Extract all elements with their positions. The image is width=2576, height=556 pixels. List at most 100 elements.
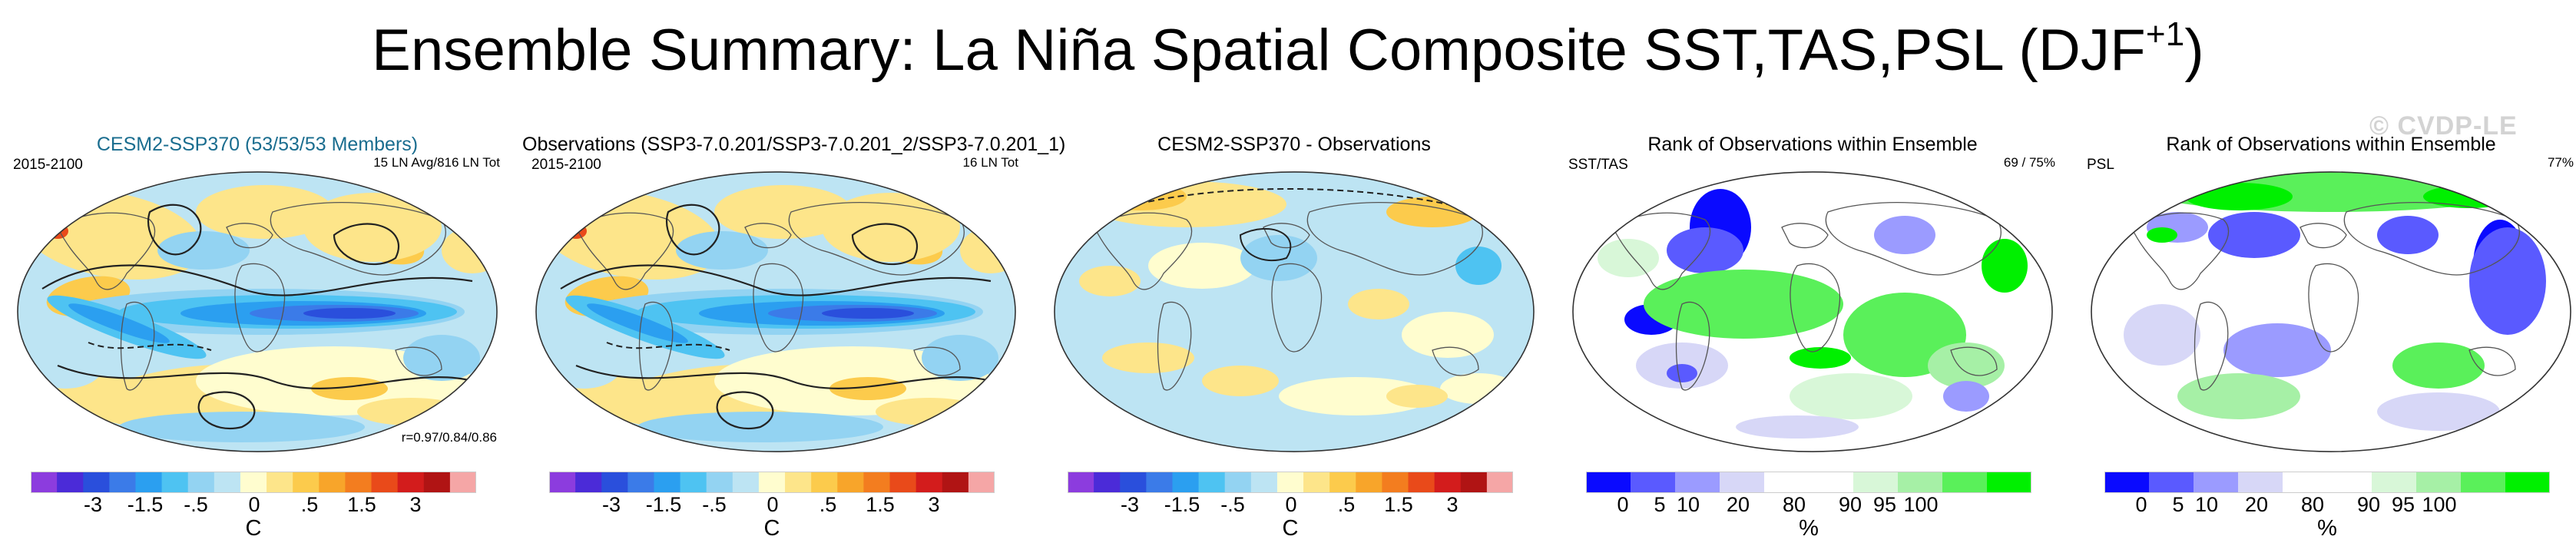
field-region xyxy=(2185,183,2293,210)
field-region xyxy=(2177,373,2300,419)
colorbar-swatch xyxy=(1460,472,1488,493)
colorbar-swatch xyxy=(161,472,189,493)
colorbar-swatch xyxy=(1486,472,1513,493)
panel-ensemble-mean: CESM2-SSP370 (53/53/53 Members) 2015-210… xyxy=(4,123,511,541)
coastline xyxy=(120,301,155,391)
map-field xyxy=(1054,171,1534,452)
colorbar-swatch xyxy=(601,472,628,493)
field-region xyxy=(2124,304,2200,366)
panel-rank-psl: Rank of Observations within Ensemble PSL… xyxy=(2078,123,2576,541)
colorbar-swatch xyxy=(549,472,576,493)
colorbar-tick-label: 80 xyxy=(2300,493,2325,516)
colorbar-frame xyxy=(31,472,476,493)
colorbar-swatch xyxy=(57,472,84,493)
map-border xyxy=(17,171,498,452)
psl-contour xyxy=(1239,228,1292,262)
period-label: 2015-2100 xyxy=(13,157,83,173)
map-plot xyxy=(2091,171,2571,452)
map-border xyxy=(2091,171,2571,452)
colorbar-swatch xyxy=(1675,472,1720,493)
colorbar-swatch xyxy=(2505,472,2550,493)
coastline xyxy=(1790,263,1841,352)
colorbar-tick-label: 0 xyxy=(248,493,260,516)
map-field xyxy=(17,171,497,452)
colorbar xyxy=(31,472,476,493)
colorbar-swatch xyxy=(1146,472,1173,493)
field-region xyxy=(545,343,622,389)
field-region xyxy=(403,335,480,381)
colorbar-swatch xyxy=(2238,472,2283,493)
colorbar-tick-label: 10 xyxy=(2194,493,2219,516)
colorbar-swatch xyxy=(2416,472,2462,493)
map-plot xyxy=(17,171,498,452)
colorbar-tick-label: 1.5 xyxy=(1384,493,1413,516)
map-plot xyxy=(535,171,1016,452)
title-close: ) xyxy=(2184,18,2204,83)
coastline xyxy=(1825,202,2002,276)
colorbar-tick-label: .5 xyxy=(300,493,319,516)
count-label: 16 LN Tot xyxy=(962,155,1018,170)
psl-contour xyxy=(716,391,774,429)
colorbar-swatch xyxy=(214,472,241,493)
field-region xyxy=(1598,239,1659,277)
colorbar-tick-label: 3 xyxy=(928,493,940,516)
colorbar-swatch xyxy=(1172,472,1200,493)
colorbar-tick-label: 90 xyxy=(1838,493,1862,516)
field-region xyxy=(1102,343,1194,373)
colorbar-swatch xyxy=(2283,472,2328,493)
panel-title: CESM2-SSP370 - Observations xyxy=(1157,134,1431,155)
colorbar-swatch xyxy=(1987,472,2031,493)
panel-title: Observations (SSP3-7.0.201/SSP3-7.0.201_… xyxy=(522,134,1066,155)
colorbar-unit: C xyxy=(245,516,262,541)
colorbar-tick-label: 5 xyxy=(2172,493,2184,516)
field-region xyxy=(27,343,104,389)
field-region xyxy=(1148,243,1256,289)
colorbar-tick-label: 10 xyxy=(1676,493,1700,516)
colorbar-swatch xyxy=(1356,472,1382,493)
colorbar-swatch xyxy=(1094,472,1121,493)
psl-contour-negative xyxy=(1109,188,1479,213)
psl-contour-negative xyxy=(88,342,212,351)
colorbar-swatch xyxy=(732,472,760,493)
colorbar-swatch xyxy=(575,472,602,493)
coastline xyxy=(1271,263,1323,352)
colorbar-swatch xyxy=(2461,472,2506,493)
colorbar-tick-label: 5 xyxy=(1654,493,1666,516)
field-region xyxy=(1928,343,2005,389)
colorbar-swatch xyxy=(785,472,812,493)
field-region xyxy=(1386,385,1448,408)
watermark-text: © CVDP-LE xyxy=(2369,111,2518,141)
map-border xyxy=(535,171,1016,452)
colorbar-swatch xyxy=(2372,472,2417,493)
colorbar xyxy=(1068,472,1513,493)
colorbar-swatch xyxy=(31,472,58,493)
count-label: 15 LN Avg/816 LN Tot xyxy=(373,155,500,170)
field-region xyxy=(1279,377,1432,415)
colorbar-swatch xyxy=(1382,472,1409,493)
field-region xyxy=(1667,364,1697,382)
coastline xyxy=(638,301,674,391)
map-plot xyxy=(1572,171,2053,452)
colorbar-tick-label: 0 xyxy=(1617,493,1629,516)
variable-label: SST/TAS xyxy=(1568,157,1628,173)
field-region xyxy=(922,335,998,381)
coastline xyxy=(395,346,442,376)
colorbar-swatch xyxy=(2149,472,2194,493)
coastline xyxy=(2343,202,2520,276)
colorbar-swatch xyxy=(1942,472,1988,493)
colorbar-swatch xyxy=(2104,472,2150,493)
field-region xyxy=(1087,181,1286,227)
colorbar-tick-label: 95 xyxy=(1872,493,1897,516)
coastline xyxy=(2308,263,2359,352)
field-region xyxy=(2377,216,2439,254)
colorbar-swatch xyxy=(1120,472,1147,493)
title-superscript: +1 xyxy=(2145,15,2185,53)
page-title-wrap: Ensemble Summary: La Niña Spatial Compos… xyxy=(0,15,2576,84)
field-region xyxy=(1455,247,1502,285)
panel-title: Rank of Observations within Ensemble xyxy=(1647,134,1978,155)
field-region xyxy=(357,398,465,425)
colorbar-swatch xyxy=(916,472,943,493)
colorbar-swatch xyxy=(187,472,215,493)
title-main: Ensemble Summary: La Niña Spatial Compos… xyxy=(372,18,2146,83)
rank-percent-label: 69 / 75% xyxy=(2003,155,2055,170)
